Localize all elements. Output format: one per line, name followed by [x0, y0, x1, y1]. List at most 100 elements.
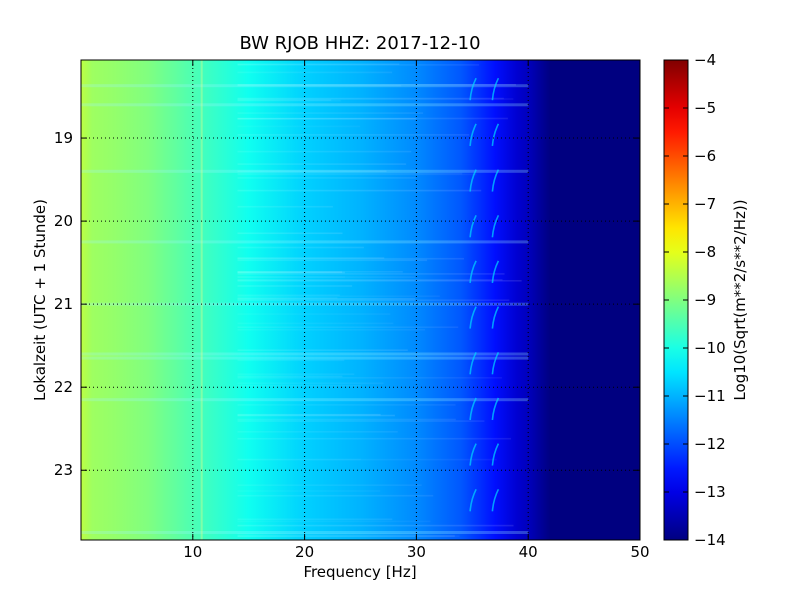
spectrogram-streak — [237, 420, 485, 422]
x-axis-ticks: 10 20 30 40 50 — [183, 60, 650, 561]
spectrogram-streak — [237, 322, 394, 325]
spectrogram-streak — [237, 329, 426, 331]
colorbar-tick-label: −13 — [694, 483, 726, 501]
bright-row — [81, 352, 529, 356]
gliding-tone — [491, 488, 500, 512]
gliding-tone — [491, 443, 500, 466]
spectral-line — [200, 60, 203, 540]
spectrogram-streak — [237, 313, 391, 315]
colorbar-tick-label: −8 — [694, 243, 716, 261]
spectrogram-streak — [237, 359, 345, 362]
x-tick-label: 10 — [183, 543, 202, 561]
colorbar-tick-label: −9 — [694, 291, 716, 309]
spectrogram-streak — [237, 377, 502, 379]
plot-frame — [80, 59, 641, 541]
y-tick-label: 21 — [54, 295, 73, 313]
spectrogram-streak — [237, 99, 341, 102]
spectrogram-streak — [237, 112, 424, 114]
spectrogram-streak — [237, 279, 503, 281]
y-axis-ticks: 19 20 21 22 23 — [54, 129, 640, 479]
spectrogram-features — [81, 60, 529, 540]
spectrogram-streak — [237, 373, 355, 375]
gliding-tone — [469, 397, 477, 421]
spectrogram-streak — [237, 494, 434, 497]
gliding-tone — [491, 169, 500, 192]
spectrogram-streak — [237, 64, 480, 66]
spectrogram-streak — [237, 276, 416, 278]
colorbar-tick-label: −7 — [694, 195, 716, 213]
spectrogram-streak — [237, 413, 381, 416]
bright-row — [81, 84, 529, 88]
spectrogram-streak — [237, 298, 416, 300]
spectrogram-streak — [237, 349, 408, 351]
gliding-tone — [469, 306, 477, 329]
y-tick-label: 20 — [54, 212, 73, 230]
spectrogram-streak — [237, 170, 387, 173]
spectrogram-streak — [237, 297, 338, 299]
chart-title: BW RJOB HHZ: 2017-12-10 — [239, 33, 480, 54]
x-tick-label: 50 — [630, 543, 649, 561]
spectrogram-streak — [237, 71, 393, 74]
spectrogram-streak — [237, 173, 477, 176]
gliding-tone — [491, 397, 500, 421]
spectrogram-streak — [237, 99, 332, 101]
spectrogram-streak — [237, 134, 470, 136]
spectrogram-streak — [237, 246, 364, 249]
spectrogram-streak — [237, 232, 343, 235]
spectrogram-streak — [237, 535, 460, 537]
spectrogram-streak — [237, 524, 514, 527]
gliding-tone — [491, 351, 500, 375]
spectrogram-streak — [237, 418, 456, 421]
spectrogram-streak — [237, 172, 463, 175]
grid-lines — [81, 60, 640, 540]
spectrogram-streak — [237, 518, 393, 521]
spectrogram-streak — [237, 189, 482, 192]
spectrogram-image — [81, 60, 640, 540]
colorbar-ticks: −14 −13 −12 −11 −10 −9 −8 −7 −6 −5 −4 — [664, 51, 726, 549]
spectrogram-streak — [237, 431, 398, 433]
gliding-tone — [469, 443, 477, 466]
spectrogram-streak — [237, 271, 343, 273]
spectrogram-streak — [237, 490, 381, 492]
gliding-tone — [469, 488, 477, 512]
spectrogram-streak — [237, 414, 395, 417]
x-tick-label: 30 — [407, 543, 426, 561]
spectrogram-streak — [237, 285, 353, 287]
colorbar-tick-label: −10 — [694, 339, 726, 357]
gliding-tone — [469, 123, 477, 146]
spectrogram-streak — [237, 326, 459, 328]
spectrogram-streak — [237, 118, 417, 120]
spectrogram-streak — [237, 271, 345, 274]
spectrogram-streak — [237, 117, 508, 120]
spectrogram-streak — [237, 273, 505, 275]
gliding-tone — [491, 214, 500, 238]
spectrogram-streak — [237, 257, 385, 259]
bright-row — [81, 169, 529, 173]
spectrogram-streak — [237, 437, 512, 440]
spectrogram-streak — [237, 84, 402, 87]
x-axis-label: Frequency [Hz] — [303, 563, 416, 581]
spectrogram-streak — [237, 533, 417, 535]
spectrogram-streak — [237, 535, 455, 537]
spectrogram-streak — [237, 271, 403, 273]
y-tick-label: 23 — [54, 461, 73, 479]
bright-row — [81, 398, 529, 402]
spectrogram-streak — [237, 299, 510, 301]
colorbar-tick-label: −12 — [694, 435, 726, 453]
x-tick-label: 40 — [519, 543, 538, 561]
colorbar: −14 −13 −12 −11 −10 −9 −8 −7 −6 −5 −4 Log10(Sqrt(m… — [663, 51, 749, 549]
spectrogram-streak — [237, 484, 422, 486]
colorbar-tick-label: −6 — [694, 147, 716, 165]
spectrogram-streak — [237, 177, 417, 179]
spectrogram-streak — [237, 205, 333, 208]
spectrogram-streak — [237, 384, 361, 387]
spectrogram-streak — [237, 520, 431, 523]
gliding-tone — [491, 123, 500, 146]
spectrogram-streak — [237, 375, 343, 378]
spectrogram-streak — [237, 404, 456, 406]
spectrogram-streak — [237, 125, 361, 128]
gliding-tone — [469, 77, 477, 101]
spectrogram-streak — [237, 97, 504, 100]
spectrogram-streak — [237, 382, 384, 385]
